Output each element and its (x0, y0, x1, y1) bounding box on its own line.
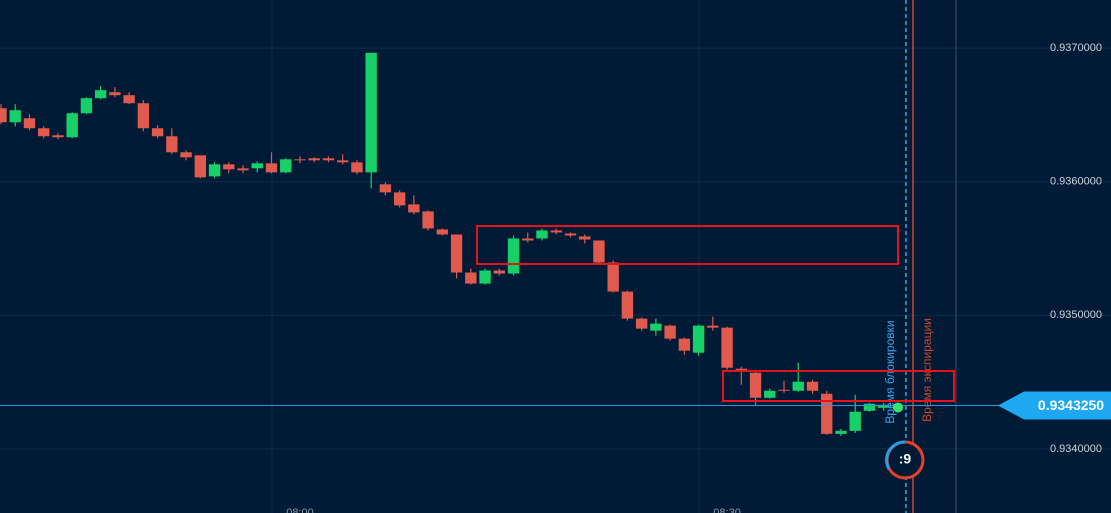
candle-body (294, 159, 306, 161)
current-price: 0.9343250 (0, 391, 1111, 420)
candle-body (422, 211, 434, 229)
candle-body (621, 291, 634, 319)
candle-body (9, 110, 21, 123)
candle-body (52, 135, 64, 138)
candle-body (821, 393, 833, 434)
y-tick-label: 0.9340000 (1050, 443, 1102, 455)
x-tick-label: 08:30 (713, 507, 741, 513)
candle-body (849, 411, 861, 431)
candle-body (465, 272, 477, 284)
candle-body (863, 403, 876, 411)
candle-body (450, 234, 463, 273)
candle-body (393, 192, 406, 206)
y-tick-label: 0.9370000 (1050, 42, 1102, 54)
candle-body (550, 230, 562, 233)
candle-body (208, 164, 221, 177)
candle-body (564, 233, 577, 236)
candle-body (0, 108, 7, 123)
candle-body (194, 155, 207, 178)
candle-body (877, 404, 890, 408)
candle-body (707, 325, 719, 328)
candle-body (678, 338, 691, 351)
candle-body (166, 136, 178, 153)
highlight-box (722, 370, 955, 402)
candle-body (23, 118, 36, 129)
current-price-tag (998, 391, 1111, 420)
candle-body (749, 372, 762, 398)
candle-body (38, 128, 50, 137)
candle-body (251, 163, 263, 169)
candle-body (778, 389, 790, 391)
candle-body (408, 204, 420, 213)
candle-body (721, 327, 733, 368)
candle-body (80, 98, 93, 114)
candle-body (223, 164, 235, 170)
candle-body (536, 230, 548, 239)
candle-body (436, 229, 449, 235)
candle-body (151, 128, 164, 137)
candle-body (265, 163, 278, 173)
candle-body (336, 160, 349, 163)
candle-body (493, 270, 505, 274)
candle-body (522, 238, 534, 241)
candle-body (792, 381, 804, 391)
timer-progress (885, 440, 906, 470)
candle-body (806, 381, 819, 391)
candle-body (479, 270, 491, 284)
current-price-label: 0.9343250 (1038, 397, 1104, 413)
x-tick-label: 08:00 (286, 507, 314, 513)
candle-body (664, 325, 676, 339)
candle-body (322, 158, 335, 161)
y-tick-label: 0.9350000 (1050, 309, 1102, 321)
candle-body (123, 95, 135, 104)
highlight-box (476, 225, 899, 265)
current-price-dot (893, 402, 903, 413)
candle-body (137, 103, 150, 129)
candle-body (692, 325, 705, 353)
timer: :9 (899, 451, 912, 467)
candles (0, 52, 890, 436)
candle-body (365, 52, 377, 173)
candle-body (579, 236, 591, 240)
candle-body (109, 92, 121, 96)
candle-body (308, 158, 320, 161)
candle-body (607, 262, 619, 292)
candle-body (593, 240, 605, 263)
candle-body (835, 430, 847, 434)
candle-body (507, 238, 520, 274)
candle-body (650, 323, 662, 331)
y-tick-label: 0.9360000 (1050, 176, 1102, 188)
candle-body (94, 90, 107, 99)
candle-body (764, 390, 776, 398)
candle-body (180, 152, 192, 158)
candle-body (280, 159, 292, 173)
candle-body (379, 184, 392, 193)
candle-body (237, 168, 249, 171)
candle-body (351, 162, 363, 173)
candle-body (635, 318, 648, 329)
candle-body (66, 113, 78, 138)
